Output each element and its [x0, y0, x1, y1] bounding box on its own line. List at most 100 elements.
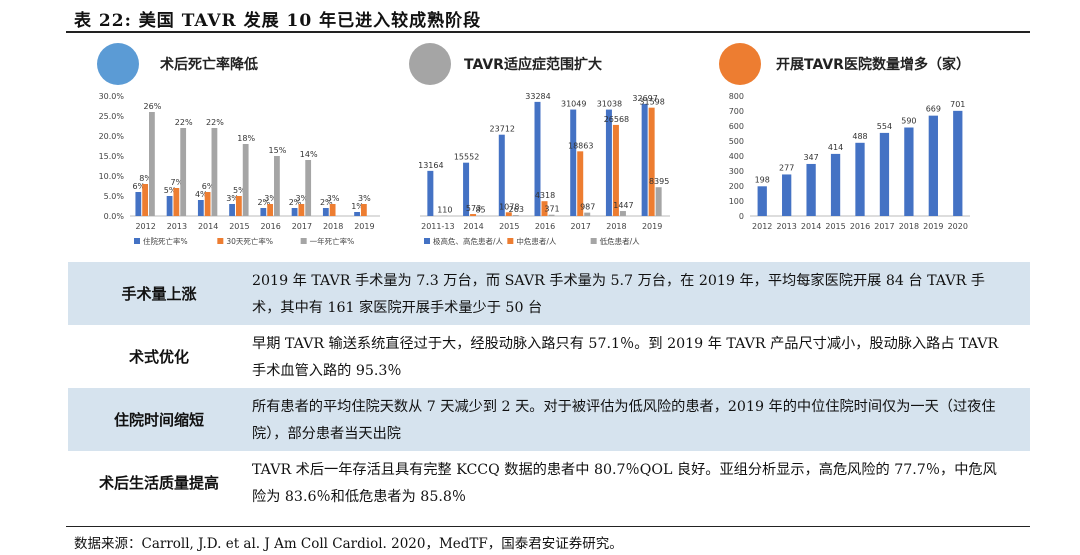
data-label: 198 [755, 175, 770, 184]
table-title: 表 22: 美国 TAVR 发展 10 年已进入较成熟阶段 [74, 11, 482, 31]
y-tick-label: 400 [729, 152, 744, 161]
row-text: 2019 年 TAVR 手术量为 7.3 万台，而 SAVR 手术量为 5.7 … [252, 273, 985, 316]
data-label: 15552 [454, 153, 479, 162]
bar [879, 132, 890, 216]
bar [354, 212, 360, 216]
y-tick-label: 10.0% [99, 172, 125, 181]
bar [242, 144, 249, 216]
charts-panel: 术后死亡率降低 0.0% 5.0% 10.0% 15.0% 20.0% 25.0% 30.0%… [68, 34, 1030, 260]
data-label: 1078 [499, 202, 519, 211]
bar [605, 109, 612, 216]
data-label: 110 [437, 206, 452, 215]
table-row: 术后生活质量提高 TAVR 术后一年存活且具有完整 KCCQ 数据的患者中 80… [68, 451, 1030, 514]
data-label: 6% [132, 182, 145, 191]
data-label: 6% [202, 182, 215, 191]
bar [855, 142, 865, 216]
y-tick-label: 30.0% [99, 92, 125, 101]
bar [648, 107, 655, 216]
table-row: 手术量上涨 2019 年 TAVR 手术量为 7.3 万台，而 SAVR 手术量… [68, 262, 1030, 325]
bar [541, 201, 548, 216]
data-label: 1447 [613, 201, 633, 210]
data-label: 573 [466, 204, 481, 213]
data-label: 4% [195, 190, 208, 199]
data-label: 371 [544, 205, 559, 214]
x-tick-label: 2015 [229, 222, 249, 231]
bar [166, 196, 173, 216]
bar [641, 103, 648, 216]
x-tick-label: 2013 [776, 222, 796, 231]
bar [197, 200, 204, 216]
bar [291, 208, 298, 216]
x-tick-label: 2015 [499, 222, 519, 231]
chart-title: 开展TAVR医院数量增多（家） [776, 56, 970, 73]
x-tick-label: 2017 [874, 222, 894, 231]
bar [329, 204, 336, 216]
data-label: 8395 [649, 177, 669, 186]
summary-table: 手术量上涨 2019 年 TAVR 手术量为 7.3 万台，而 SAVR 手术量… [68, 262, 1030, 514]
data-label: 22% [175, 118, 193, 127]
bar [830, 153, 841, 216]
bar [204, 192, 211, 216]
bar [267, 204, 274, 216]
bar [322, 208, 329, 216]
bar [360, 204, 367, 216]
x-tick-label: 2017 [292, 222, 312, 231]
y-tick-label: 0.0% [104, 212, 125, 221]
data-label: 18863 [568, 141, 593, 150]
bar [180, 128, 187, 216]
legend-label: 住院死亡率% [143, 236, 188, 246]
data-label: 22% [206, 118, 224, 127]
row-key: 住院时间缩短 [113, 411, 204, 429]
x-tick-label: 2014 [801, 222, 821, 231]
bar [577, 151, 584, 216]
bar [612, 124, 619, 216]
legend-swatch [507, 238, 514, 244]
bar [142, 184, 149, 216]
data-label: 3% [264, 194, 277, 203]
bar [235, 196, 242, 216]
bar [512, 215, 519, 216]
chart-title: 术后死亡率降低 [160, 56, 258, 73]
bar [470, 214, 477, 216]
legend-label: 一年死亡率% [310, 236, 355, 246]
data-label: 13164 [418, 161, 443, 170]
y-tick-label: 100 [729, 197, 744, 206]
bar [135, 192, 142, 216]
bar [570, 109, 577, 216]
x-tick-label: 2012 [135, 222, 155, 231]
data-label: 554 [877, 122, 892, 131]
x-tick-label: 2011-13 [421, 222, 454, 231]
x-tick-label: 2014 [198, 222, 218, 231]
x-tick-label: 2018 [323, 222, 343, 231]
y-tick-label: 700 [729, 107, 744, 116]
data-label: 31038 [597, 100, 622, 109]
chart-icon [97, 43, 139, 85]
bar [305, 160, 312, 216]
data-label: 701 [950, 100, 965, 109]
data-label: 488 [852, 132, 867, 141]
data-label: 18% [237, 134, 255, 143]
y-tick-label: 20.0% [99, 132, 125, 141]
bar [904, 127, 914, 216]
chart-title: TAVR适应症范围扩大 [464, 56, 602, 73]
row-text: TAVR 术后一年存活且具有完整 KCCQ 数据的患者中 80.7％QOL 良好… [252, 462, 997, 505]
row-text: 早期 TAVR 输送系统直径过于大，经股动脉入路只有 57.1％。到 2019 … [252, 336, 999, 379]
bar [782, 174, 792, 216]
bar [928, 115, 938, 216]
y-tick-label: 5.0% [104, 192, 125, 201]
legend-swatch [424, 238, 430, 244]
top-rule [66, 31, 1030, 33]
data-label: 987 [580, 203, 595, 212]
bar [149, 112, 155, 216]
bar [757, 186, 767, 216]
y-tick-label: 0 [739, 212, 744, 221]
x-tick-label: 2014 [463, 222, 483, 231]
data-label: 669 [926, 105, 941, 114]
y-tick-label: 300 [729, 167, 744, 176]
legend-swatch [217, 238, 224, 244]
x-tick-label: 2019 [642, 222, 662, 231]
x-tick-label: 2016 [850, 222, 870, 231]
source-note: 数据来源：Carroll, J.D. et al. J Am Coll Card… [74, 536, 623, 552]
data-label: 1% [351, 202, 364, 211]
x-tick-label: 2015 [825, 222, 845, 231]
